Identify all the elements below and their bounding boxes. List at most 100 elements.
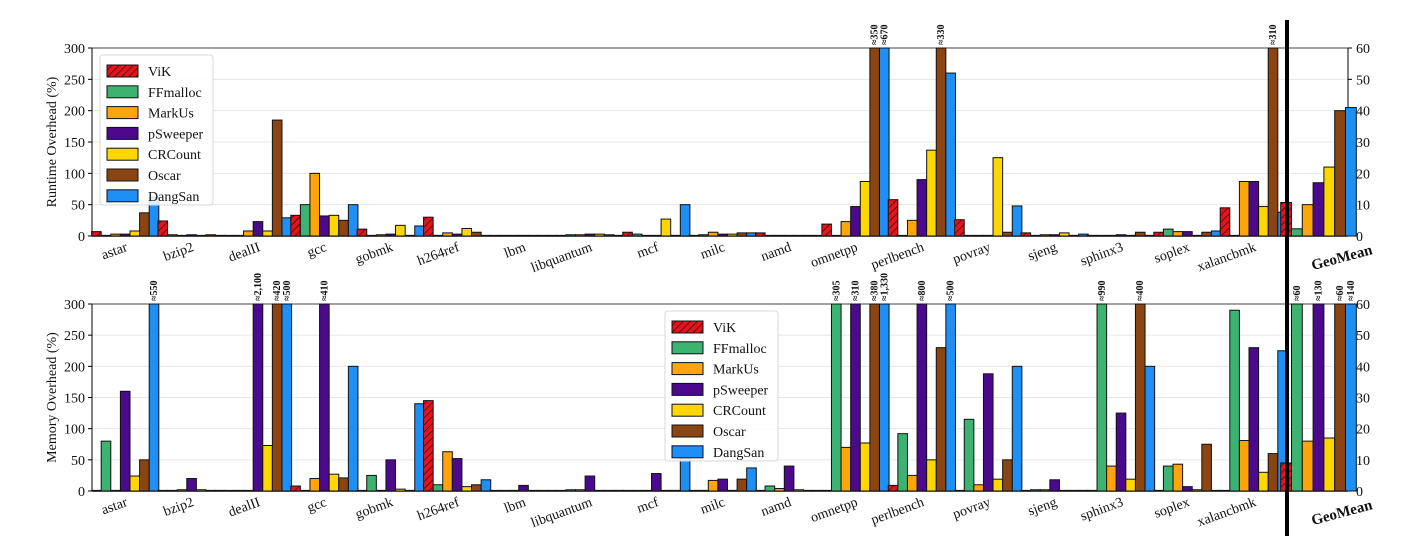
clipped-value-label: ≈420 (272, 281, 283, 302)
x-tick-label: gobmk (353, 240, 395, 267)
x-tick-label: h264ref (415, 240, 461, 269)
y2-tick-label: 10 (1356, 454, 1370, 469)
bar-markus-milc (707, 231, 719, 237)
bar-markus-gcc (309, 478, 321, 492)
bar-ffmalloc-astar (100, 234, 112, 237)
bar-crcount-milc (726, 233, 738, 237)
geomean-bar-oscar (1334, 303, 1346, 492)
bar-markus-gobmk (375, 234, 387, 237)
y-tick-label: 200 (64, 360, 85, 375)
bar-vik-milc (688, 234, 700, 237)
x-tick-label: namd (759, 240, 793, 265)
bar-ffmalloc-soplex (1162, 228, 1174, 237)
y-tick-label: 50 (71, 454, 85, 469)
memory-chart-panel: 0 50 100 150 200 250 300 0 10 20 30 40 50 60 Memory Ov… (45, 273, 1375, 531)
geomean-label: GeoMean (1310, 242, 1375, 274)
bar-markus-libquantum (575, 234, 586, 237)
bar-vik-perlbench (887, 199, 899, 237)
clipped-value-label: ≈310 (1268, 25, 1279, 46)
legend-label-markus: MarkUs (713, 363, 759, 378)
bar-psweeper-xalancbmk (1248, 347, 1260, 492)
geomean-bar-dangsan (1345, 107, 1357, 237)
bar-psweeper-sjeng (1049, 479, 1060, 492)
bar-oscar-milc (736, 232, 748, 237)
legend-label-ffmalloc: FFmalloc (713, 342, 767, 357)
bar-crcount-astar (129, 230, 141, 237)
bar-markus-sjeng (1039, 489, 1051, 492)
x-tick-label: soplex (1152, 240, 1191, 267)
bar-oscar-namd (802, 234, 814, 237)
bar-oscar-omnetpp (869, 303, 880, 492)
bar-dangsan-sphinx3 (1144, 365, 1156, 492)
y-tick-label: 200 (64, 105, 85, 120)
bar-crcount-omnetpp (859, 442, 871, 492)
bar-oscar-dealii (271, 119, 283, 237)
legend-label-dangsan: DangSan (148, 190, 199, 205)
geomean-bar-psweeper (1312, 303, 1325, 492)
bar-dangsan-astar (148, 303, 160, 492)
bar-psweeper-lbm (518, 484, 529, 492)
y2-tick-label: 20 (1356, 423, 1370, 438)
bar-crcount-xalancbmk (1258, 471, 1269, 492)
x-tick-label: dealII (227, 495, 263, 520)
bar-crcount-gcc (328, 214, 340, 237)
x-tick-label: lbm (502, 240, 528, 262)
bar-oscar-libquantum (603, 234, 615, 237)
bar-psweeper-gobmk (385, 233, 397, 237)
bar-dangsan-bzip2 (215, 489, 226, 492)
bar-dangsan-gobmk (414, 403, 425, 492)
bar-oscar-libquantum (603, 489, 615, 492)
bar-dangsan-gcc (347, 365, 359, 492)
bar-markus-dealii (243, 230, 254, 237)
bar-oscar-namd (802, 489, 814, 492)
bar-markus-astar (110, 489, 121, 492)
bar-ffmalloc-perlbench (897, 433, 908, 492)
legend-swatch-ffmalloc (671, 341, 704, 355)
bar-markus-namd (774, 234, 785, 237)
bar-crcount-h264ref (461, 486, 473, 492)
y2-tick-label: 40 (1356, 360, 1370, 375)
bar-oscar-gcc (338, 477, 349, 492)
bar-markus-perlbench (906, 219, 918, 237)
legend: ViK FFmalloc MarkUs pSweeper CRCount Oscar Dan… (664, 310, 779, 462)
bar-dangsan-gobmk (414, 225, 425, 237)
bar-markus-povray (973, 484, 984, 492)
bar-dangsan-soplex (1210, 230, 1222, 237)
bar-psweeper-milc (717, 478, 728, 492)
geomean-clipped-label: ≈140 (1346, 281, 1357, 302)
bar-crcount-sphinx3 (1125, 234, 1136, 237)
bar-markus-sphinx3 (1106, 465, 1117, 492)
y2-tick-label: 60 (1356, 42, 1370, 57)
bar-ffmalloc-namd (764, 234, 776, 237)
bar-oscar-astar (139, 459, 150, 492)
bar-psweeper-bzip2 (186, 234, 197, 237)
x-tick-label: h264ref (415, 495, 461, 524)
x-tick-label: xalancbmk (1195, 495, 1258, 530)
bar-vik-lbm (489, 489, 501, 492)
x-tick-label: xalancbmk (1195, 240, 1258, 275)
x-tick-label: soplex (1152, 495, 1191, 522)
bar-crcount-perlbench (926, 459, 937, 492)
bar-ffmalloc-gcc (299, 489, 311, 492)
bar-oscar-soplex (1201, 443, 1212, 492)
bar-vik-namd (754, 489, 766, 492)
x-tick-label: povray (951, 240, 993, 267)
clipped-value-label: ≈2,100 (253, 273, 264, 301)
x-tick-label: libquantum (529, 495, 594, 531)
y-tick-label: 150 (64, 136, 85, 151)
y-tick-label: 300 (64, 42, 85, 57)
bar-vik-libquantum (555, 234, 567, 237)
bar-markus-perlbench (906, 474, 918, 492)
clipped-value-label: ≈800 (917, 281, 928, 302)
bar-ffmalloc-povray (963, 418, 975, 492)
bar-dangsan-h264ref (480, 479, 492, 492)
bar-vik-gcc (290, 214, 301, 237)
y2-tick-label: 30 (1356, 392, 1370, 407)
bar-dangsan-libquantum (613, 234, 625, 237)
y2-tick-label: 0 (1356, 485, 1363, 500)
clipped-value-label: ≈500 (946, 281, 957, 302)
bar-crcount-sjeng (1058, 489, 1070, 492)
bar-ffmalloc-milc (698, 489, 709, 492)
y2-tick-label: 50 (1356, 329, 1370, 344)
bar-ffmalloc-lbm (499, 489, 510, 492)
